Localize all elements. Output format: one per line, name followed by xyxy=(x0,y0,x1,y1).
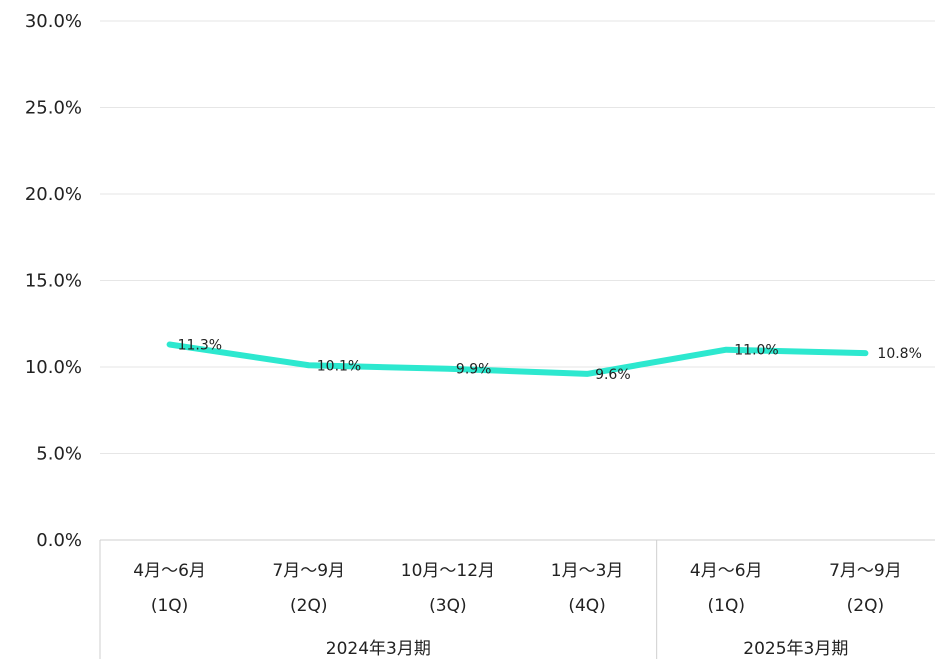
y-tick-label: 0.0% xyxy=(36,530,82,551)
x-group-label: 2025年3月期 xyxy=(743,639,848,659)
data-label: 11.3% xyxy=(178,338,222,354)
y-tick-label: 25.0% xyxy=(25,98,82,119)
data-label: 10.1% xyxy=(317,358,361,374)
x-tick-label-month: 1月〜3月 xyxy=(551,561,624,581)
x-tick-label-month: 7月〜9月 xyxy=(272,561,345,581)
y-tick-label: 5.0% xyxy=(36,444,82,465)
y-tick-label: 30.0% xyxy=(25,11,82,32)
y-tick-label: 15.0% xyxy=(25,271,82,292)
x-tick-label-month: 4月〜6月 xyxy=(690,561,763,581)
x-tick-label-quarter: (2Q) xyxy=(847,596,884,616)
data-label: 9.6% xyxy=(595,367,631,383)
x-tick-label-month: 7月〜9月 xyxy=(829,561,902,581)
x-group-label: 2024年3月期 xyxy=(326,639,431,659)
x-tick-label-month: 10月〜12月 xyxy=(401,561,495,581)
data-label: 11.0% xyxy=(734,343,778,359)
x-tick-label-quarter: (1Q) xyxy=(708,596,745,616)
data-label: 9.9% xyxy=(456,362,492,378)
x-tick-label-quarter: (3Q) xyxy=(429,596,466,616)
y-tick-label: 20.0% xyxy=(25,184,82,205)
series-line xyxy=(166,341,869,377)
x-tick-label-quarter: (2Q) xyxy=(290,596,327,616)
x-tick-label-month: 4月〜6月 xyxy=(133,561,206,581)
data-label: 10.8% xyxy=(877,346,921,362)
y-tick-label: 10.0% xyxy=(25,357,82,378)
x-tick-label-quarter: (4Q) xyxy=(568,596,605,616)
x-tick-label-quarter: (1Q) xyxy=(151,596,188,616)
